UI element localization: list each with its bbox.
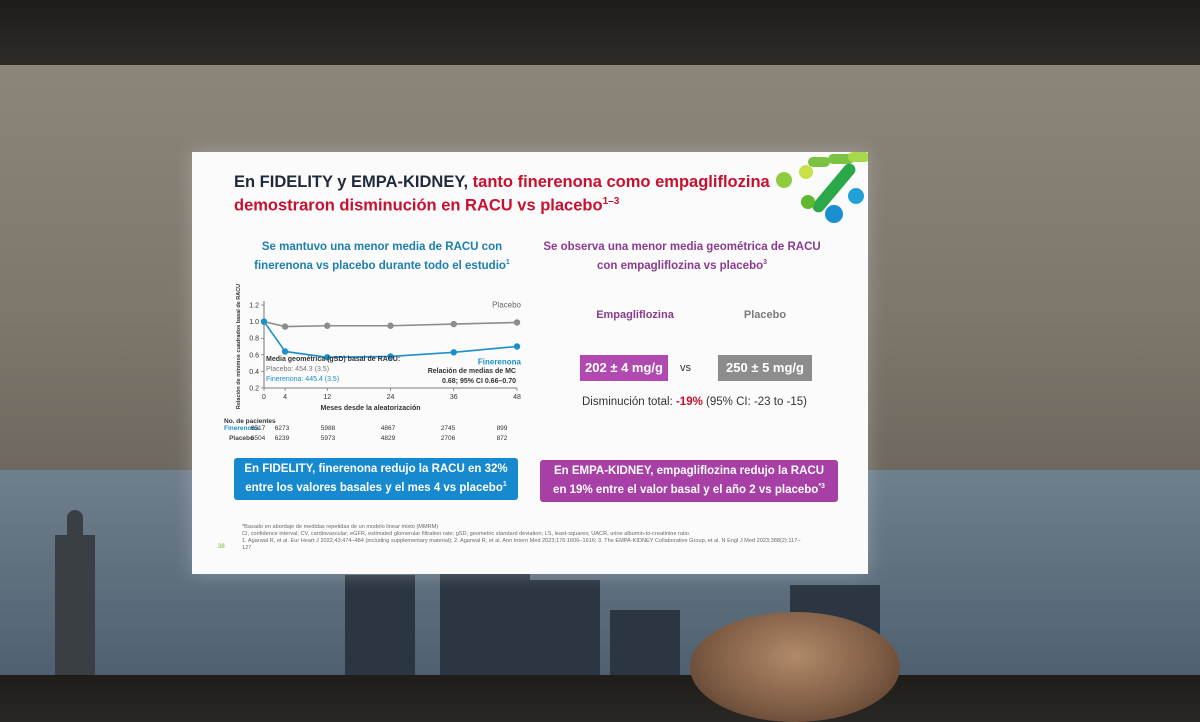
uacr-line-chart: 0.2 0.4 0.6 0.8 1.0 1.2 0 4 12 24 36 48 Meses desde … — [236, 284, 522, 412]
patients-count-cell: 4829 — [380, 435, 396, 442]
title-superscript: 1–3 — [602, 196, 620, 207]
reduction-pct: -19% — [675, 396, 703, 408]
patients-row-finerenona: Finerenona 6517 6273 5988 4867 2745 899 — [224, 425, 534, 435]
patients-count-cell: 872 — [496, 435, 508, 442]
patients-count-cell: 5973 — [320, 435, 336, 442]
left-subtitle: Se mantuvo una menor media de RACU con f… — [242, 240, 522, 274]
data-point-placebo — [513, 319, 521, 326]
audience-head — [690, 612, 900, 722]
skyline-building — [440, 560, 530, 675]
y-tick-label: 0.8 — [249, 336, 259, 343]
empa-kidney-summary-text: En EMPA-KIDNEY, empagliflozina redujo la… — [553, 465, 825, 496]
empa-kidney-summary-sup: *3 — [818, 483, 825, 491]
patients-count-cell: 2745 — [440, 425, 456, 432]
x-tick-label: 4 — [283, 394, 287, 401]
ls-ratio-value: 0.68; 95% CI 0.66–0.70 — [442, 378, 516, 385]
y-tick-label: 1.2 — [249, 303, 259, 310]
series-line-placebo — [263, 320, 518, 328]
data-point-placebo — [387, 322, 394, 329]
footnote-line: *Basado en abordaje de medidas repetidas… — [242, 524, 439, 530]
vs-label: vs — [680, 362, 691, 374]
reduction-summary: Disminución total: -19% (95% CI: -23 to … — [582, 396, 842, 408]
data-point-finerenona — [513, 343, 521, 350]
data-point-finerenona — [450, 349, 457, 356]
patients-count-cell: 6517 — [250, 425, 266, 432]
empa-placebo-value: 250 ± 5 mg/g — [718, 355, 812, 381]
fidelity-summary-text: En FIDELITY, finerenona redujo la RACU e… — [244, 463, 508, 494]
baseline-placebo: Placebo: 454.3 (3.5) — [266, 366, 329, 373]
data-point-finerenona — [260, 318, 268, 325]
ls-ratio-title: Relación de medias de MC — [428, 368, 516, 375]
skyline-building — [610, 610, 680, 675]
chart-series: Placebo Finerenona — [260, 300, 522, 367]
data-point-placebo — [281, 323, 289, 330]
y-tick-label: 0.2 — [249, 386, 259, 393]
patients-count-cell: 899 — [496, 425, 508, 432]
right-subtitle-sup: 3 — [763, 259, 768, 266]
patients-table: No. de pacientes Finerenona 6517 6273 5988 4… — [224, 418, 534, 445]
y-axis-title: Relación de mínimos cuadrados basal de R… — [236, 284, 242, 409]
empa-drug-value: 202 ± 4 mg/g — [580, 355, 668, 381]
skyline-building — [345, 575, 415, 675]
patients-count-cell: 5988 — [320, 425, 336, 432]
legend-finerenona: Finerenona — [478, 358, 522, 367]
baseline-finerenona: Finerenona: 445.4 (3.5) — [266, 376, 339, 383]
x-tick-label: 12 — [323, 394, 331, 401]
y-tick-label: 1.0 — [249, 319, 259, 326]
left-subtitle-sup: 1 — [505, 259, 510, 266]
data-point-finerenona — [387, 353, 394, 360]
patients-count-cell: 4867 — [380, 425, 396, 432]
baseline-title: Media geométrica (gSD) basal de RACU: — [266, 356, 400, 363]
legend-placebo: Placebo — [492, 300, 521, 309]
bell-tower — [55, 510, 95, 675]
x-tick-label: 24 — [387, 394, 395, 401]
slide-title: En FIDELITY y EMPA-KIDNEY, tanto fineren… — [234, 172, 794, 216]
data-point-placebo — [324, 322, 331, 329]
presentation-slide: En FIDELITY y EMPA-KIDNEY, tanto fineren… — [192, 152, 868, 574]
patients-count-cell: 6504 — [250, 435, 266, 442]
left-subtitle-text: Se mantuvo una menor media de RACU con f… — [254, 241, 506, 272]
chart-axes: 0.2 0.4 0.6 0.8 1.0 1.2 0 4 12 24 36 48 Meses desde … — [236, 284, 521, 412]
patients-table-header: No. de pacientes — [224, 418, 276, 425]
patients-row-label: Placebo — [229, 435, 254, 442]
x-tick-label: 36 — [450, 394, 458, 401]
x-tick-label: 48 — [513, 394, 521, 401]
footnote-line: 1. Agarwal R, et al. Eur Heart J 2022;43… — [242, 538, 801, 551]
footnotes: *Basado en abordaje de medidas repetidas… — [242, 524, 802, 552]
fidelity-summary-sup: 1 — [502, 481, 507, 489]
reduction-ci: (95% CI: -23 to -15) — [702, 396, 808, 408]
right-subtitle: Se observa una menor media geométrica de… — [532, 240, 832, 274]
x-axis-title: Meses desde la aleatorización — [321, 405, 421, 412]
patients-count-cell: 2706 — [440, 435, 456, 442]
empa-placebo-label: Placebo — [743, 309, 787, 321]
reduction-label: Disminución total: — [582, 396, 676, 408]
data-point-finerenona — [281, 348, 289, 355]
x-tick-label: 0 — [262, 394, 266, 401]
patients-table-rows: Finerenona 6517 6273 5988 4867 2745 899 Placebo… — [224, 425, 534, 445]
y-tick-label: 0.6 — [249, 352, 259, 359]
y-tick-label: 0.4 — [249, 369, 259, 376]
title-part-1: En FIDELITY y EMPA-KIDNEY, — [234, 173, 473, 191]
right-subtitle-text: Se observa una menor media geométrica de… — [543, 241, 821, 272]
title-part-2: tanto finerenona como empagliflozina dem… — [234, 173, 770, 215]
footnote-line: CI, confidence interval; CV, cardiovascu… — [242, 531, 691, 537]
patients-row-placebo: Placebo 6504 6239 5973 4829 2706 872 — [224, 435, 534, 445]
fidelity-summary-box: En FIDELITY, finerenona redujo la RACU e… — [234, 458, 518, 500]
empa-drug-label: Empagliflozina — [596, 309, 674, 321]
decorative-pills-logo — [776, 152, 868, 223]
skyline-building — [520, 580, 600, 675]
patients-count-cell: 6273 — [274, 425, 290, 432]
patients-count-cell: 6239 — [274, 435, 290, 442]
page-number: 38 — [218, 544, 225, 550]
empa-kidney-summary-box: En EMPA-KIDNEY, empagliflozina redujo la… — [540, 460, 838, 502]
series-line-finerenona — [263, 321, 518, 359]
data-point-placebo — [450, 320, 457, 328]
chart-annotations: Media geométrica (gSD) basal de RACU: Pla… — [266, 356, 516, 385]
data-point-finerenona — [324, 354, 331, 361]
patients-row-label: Finerenona — [224, 425, 260, 432]
